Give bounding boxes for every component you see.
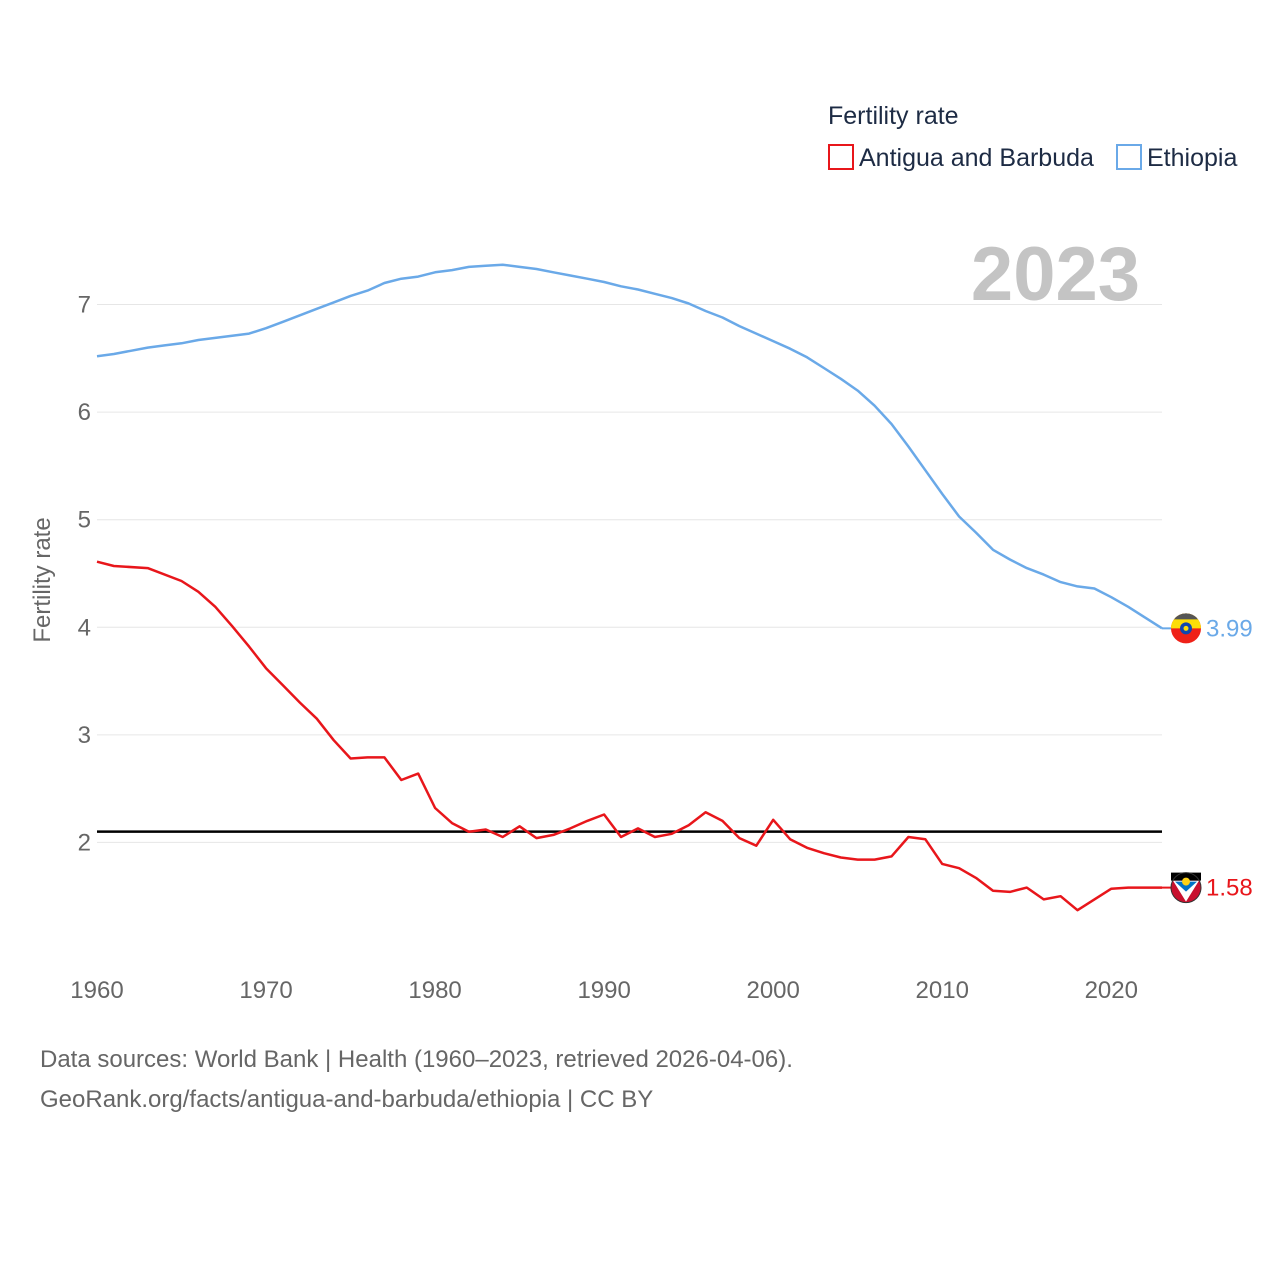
x-tick-2010: 2010 [916, 977, 969, 1004]
data-sources-text: Data sources: World Bank | Health (1960–… [40, 1046, 793, 1073]
end-value-antigua-and-barbuda: 1.58 [1206, 875, 1253, 902]
y-tick-3: 3 [78, 722, 91, 749]
flag-icon-ethiopia [1171, 613, 1201, 644]
y-tick-7: 7 [78, 292, 91, 319]
legend-item-antigua[interactable]: Antigua and Barbuda [828, 144, 1094, 172]
series-lines [96, 263, 1163, 912]
legend-label-antigua: Antigua and Barbuda [859, 144, 1094, 172]
y-tick-6: 6 [78, 399, 91, 426]
year-label: 2023 [971, 232, 1140, 317]
y-tick-2: 2 [78, 829, 91, 856]
legend-swatch-ethiopia [1116, 144, 1142, 170]
footer: Data sources: World Bank | Health (1960–… [40, 1040, 793, 1120]
end-markers: 1.58 3.99 [1162, 613, 1253, 904]
y-tick-5: 5 [78, 507, 91, 534]
x-tick-1960: 1960 [70, 977, 123, 1004]
flag-icon-antigua-and-barbuda [1170, 872, 1202, 904]
legend-title: Fertility rate [828, 102, 959, 130]
y-tick-4: 4 [78, 614, 91, 641]
y-axis-label: Fertility rate [29, 517, 56, 642]
x-tick-1990: 1990 [577, 977, 630, 1004]
end-value-ethiopia: 3.99 [1206, 615, 1253, 642]
y-axis-ticks: 2 3 4 5 6 7 [78, 292, 91, 857]
x-axis-ticks: 1960 1970 1980 1990 2000 2010 2020 [70, 977, 1138, 1004]
source-link[interactable]: GeoRank.org/facts/antigua-and-barbuda/et… [40, 1086, 654, 1113]
series-line-antigua-and-barbuda[interactable] [96, 560, 1162, 912]
gridlines [97, 304, 1162, 843]
x-tick-1970: 1970 [239, 977, 292, 1004]
series-line-ethiopia[interactable] [96, 263, 1163, 630]
legend-label-ethiopia: Ethiopia [1147, 144, 1237, 172]
x-tick-2020: 2020 [1085, 977, 1138, 1004]
x-tick-2000: 2000 [746, 977, 799, 1004]
legend-item-ethiopia[interactable]: Ethiopia [1116, 144, 1237, 172]
legend-swatch-antigua [828, 144, 854, 170]
x-tick-1980: 1980 [408, 977, 461, 1004]
